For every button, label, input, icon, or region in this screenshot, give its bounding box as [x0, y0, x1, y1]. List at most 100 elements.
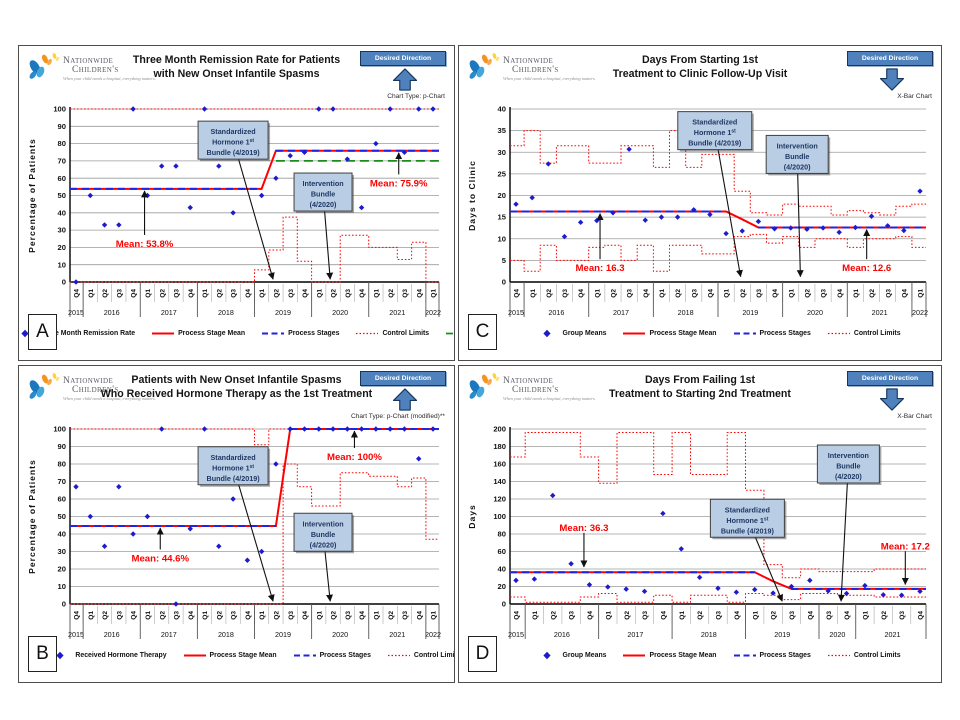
chart-title: Three Month Remission Rate for Patients …	[83, 54, 390, 82]
svg-text:Q2: Q2	[804, 289, 811, 298]
annotation-arrow	[232, 139, 275, 280]
svg-text:Q3: Q3	[116, 289, 123, 298]
x-axis-labels: Q4 Q1 Q2 Q3 Q4 Q1 Q2 Q3 Q4 Q1 Q2 Q3 Q4 Q1 Q2 Q3 Q4 Q1 Q2 Q3…	[68, 282, 441, 317]
svg-text:60: 60	[498, 547, 506, 556]
legend-item: Control Limits	[355, 329, 429, 338]
desired-direction-badge: Desired Direction	[847, 371, 933, 386]
mean-value-label: Mean: 75.9%	[370, 178, 428, 189]
svg-text:100: 100	[53, 425, 66, 434]
svg-text:Q2: Q2	[102, 611, 109, 620]
svg-text:90: 90	[58, 442, 66, 451]
svg-text:Hormone 1st​: Hormone 1st​	[694, 128, 736, 137]
svg-text:160: 160	[493, 460, 506, 469]
svg-text:60: 60	[58, 174, 66, 183]
svg-text:(4/2020): (4/2020)	[835, 472, 862, 481]
svg-text:Q1: Q1	[145, 611, 152, 620]
legend-item: Received Hormone Therapy	[48, 651, 167, 660]
svg-text:Q2: Q2	[159, 611, 166, 620]
svg-text:Q4: Q4	[302, 289, 309, 298]
svg-text:Q2: Q2	[881, 611, 888, 620]
svg-text:70: 70	[58, 477, 66, 486]
svg-text:Standardized: Standardized	[211, 127, 256, 136]
svg-text:10: 10	[58, 582, 66, 591]
svg-text:Q3: Q3	[826, 611, 833, 620]
nationwide-childrens-logo: Nationwide Children's When your child ne…	[26, 371, 186, 403]
panel-letter: A	[28, 314, 57, 350]
svg-text:Q1: Q1	[145, 289, 152, 298]
svg-text:Q1: Q1	[259, 289, 266, 298]
desired-direction-badge: Desired Direction	[360, 371, 446, 386]
nationwide-childrens-logo: Nationwide Children's When your child ne…	[26, 51, 186, 83]
svg-text:20: 20	[58, 565, 66, 574]
panel-A: Nationwide Children's When your child ne…	[18, 45, 455, 361]
svg-text:Q2: Q2	[869, 289, 876, 298]
svg-text:Q1: Q1	[431, 611, 438, 620]
logo-brand-line1: Nationwide	[63, 56, 114, 66]
legend-symbol-diamond	[56, 651, 65, 660]
svg-text:180: 180	[493, 442, 506, 451]
svg-text:120: 120	[493, 495, 506, 504]
svg-text:2018: 2018	[701, 630, 717, 639]
svg-text:Q3: Q3	[691, 289, 698, 298]
legend-symbol-line-solid	[152, 332, 175, 335]
panel-letter: C	[468, 314, 497, 350]
svg-text:Bundle: Bundle	[836, 462, 860, 471]
svg-text:Q1: Q1	[853, 289, 860, 298]
svg-text:2018: 2018	[218, 630, 234, 639]
svg-text:Hormone 1st​: Hormone 1st​	[726, 516, 768, 525]
svg-text:Bundle (4/2019): Bundle (4/2019)	[721, 526, 775, 535]
legend-label: Received Hormone Therapy	[75, 652, 167, 659]
svg-text:Q1: Q1	[532, 611, 539, 620]
desired-direction-badge: Desired Direction	[360, 51, 446, 66]
svg-text:15: 15	[498, 213, 507, 222]
chart-title-line1: Days From Failing 1st	[644, 374, 756, 386]
svg-text:Q2: Q2	[771, 611, 778, 620]
svg-text:Bundle: Bundle	[311, 190, 335, 199]
svg-text:Bundle (4/2019): Bundle (4/2019)	[688, 139, 742, 148]
legend-label: Process Stages	[759, 330, 811, 337]
svg-text:Q4: Q4	[188, 289, 195, 298]
svg-text:Q2: Q2	[159, 289, 166, 298]
svg-text:Standardized: Standardized	[725, 505, 770, 514]
svg-text:Q2: Q2	[216, 611, 223, 620]
svg-text:Q4: Q4	[416, 289, 423, 298]
desired-direction-badge: Desired Direction	[847, 51, 933, 66]
legend-label: Control Limits	[382, 330, 430, 337]
svg-text:Q1: Q1	[259, 611, 266, 620]
svg-text:2017: 2017	[627, 630, 643, 639]
svg-text:Q1: Q1	[88, 611, 95, 620]
legend-label: Control Limits	[853, 330, 901, 337]
svg-text:5: 5	[502, 256, 507, 265]
svg-text:2015: 2015	[508, 630, 524, 639]
annotation-box: Intervention Bundle(4/2020)	[765, 134, 831, 176]
svg-text:Q4: Q4	[708, 289, 715, 298]
chart-title-line2: Treatment to Clinic Follow-Up Visit	[612, 67, 788, 80]
chart-type-label: X-Bar Chart	[897, 93, 932, 100]
svg-text:25: 25	[498, 169, 507, 178]
svg-text:Q3: Q3	[642, 611, 649, 620]
annotation-box: Intervention Bundle(4/2020)	[293, 172, 355, 214]
svg-text:Bundle: Bundle	[785, 152, 809, 161]
legend-item: Process Stage Mean	[183, 651, 277, 660]
control-limit-line	[510, 593, 926, 603]
svg-text:Q2: Q2	[274, 611, 281, 620]
svg-text:0: 0	[62, 278, 66, 287]
svg-text:Bundle (4/2019): Bundle (4/2019)	[207, 474, 261, 483]
svg-text:2016: 2016	[104, 630, 120, 639]
svg-text:Q2: Q2	[331, 611, 338, 620]
y-axis-title: Days to Clinic	[467, 160, 477, 231]
legend-symbol-diamond	[21, 329, 29, 338]
legend-item: Control Limits	[387, 651, 454, 660]
svg-text:Q2: Q2	[102, 289, 109, 298]
svg-text:40: 40	[58, 208, 66, 217]
legend-symbol-line-dot	[387, 654, 410, 657]
svg-text:Q4: Q4	[587, 611, 594, 620]
svg-text:Q4: Q4	[359, 289, 366, 298]
legend-symbol-line-dot	[827, 654, 850, 657]
legend-label: Group Means	[562, 652, 607, 659]
svg-text:Q1: Q1	[202, 289, 209, 298]
